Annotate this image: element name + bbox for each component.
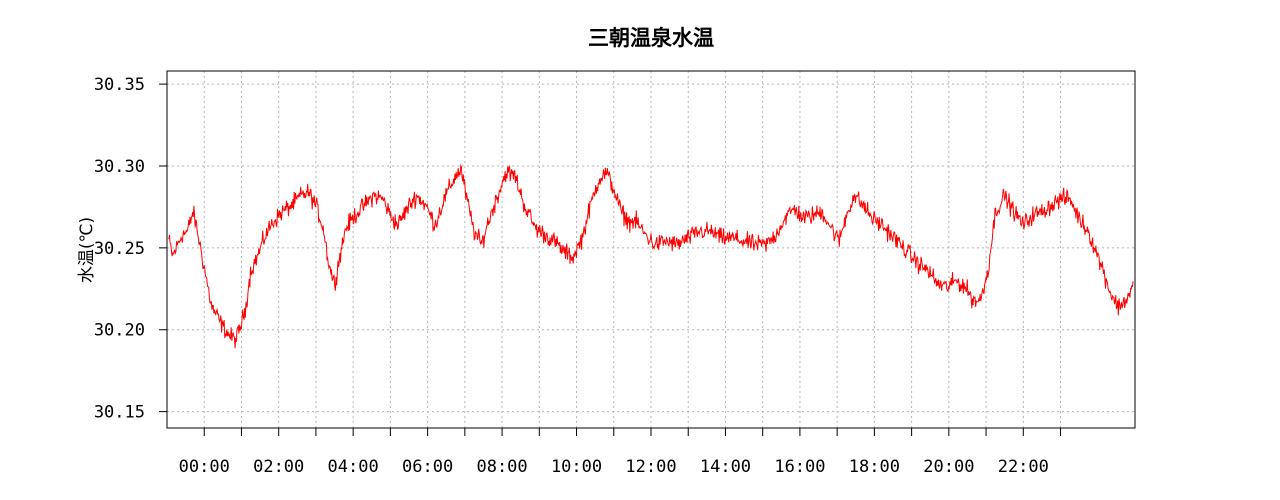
x-tick-label: 00:00 — [179, 457, 230, 477]
y-tick-label: 30.15 — [94, 403, 145, 423]
y-axis: 30.15 30.20 30.25 30.30 30.35 — [94, 75, 167, 423]
x-tick-label: 12:00 — [625, 457, 676, 477]
x-tick-label: 20:00 — [923, 457, 974, 477]
x-tick-label: 08:00 — [476, 457, 527, 477]
y-tick-label: 30.35 — [94, 75, 145, 95]
x-tick-label: 16:00 — [774, 457, 825, 477]
x-tick-label: 14:00 — [700, 457, 751, 477]
x-tick-label: 04:00 — [328, 457, 379, 477]
x-tick-label: 06:00 — [402, 457, 453, 477]
y-axis-label: 水温(℃) — [77, 217, 97, 283]
y-tick-label: 30.30 — [94, 157, 145, 177]
chart-title: 三朝温泉水温 — [588, 25, 714, 50]
x-tick-label: 10:00 — [551, 457, 602, 477]
y-tick-label: 30.20 — [94, 321, 145, 341]
x-tick-label: 22:00 — [998, 457, 1049, 477]
plot-frame — [166, 70, 1136, 429]
x-tick-label: 02:00 — [253, 457, 304, 477]
series-line — [168, 163, 1134, 349]
x-axis: 00:00 02:00 04:00 06:00 08:00 10:00 12:00 14:00… — [179, 428, 1062, 477]
x-tick-label: 18:00 — [849, 457, 900, 477]
grid — [167, 71, 1135, 428]
y-tick-label: 30.25 — [94, 239, 145, 259]
